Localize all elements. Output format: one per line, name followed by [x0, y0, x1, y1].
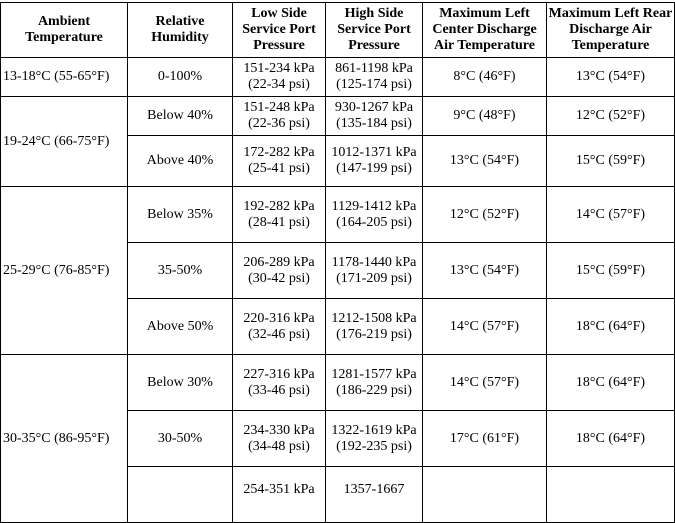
table-header-row: Ambient Temperature Relative Humidity Lo… — [0, 2, 675, 58]
ambient-cell: 25-29°C (76-85°F) — [0, 186, 128, 355]
header-ambient-temperature: Ambient Temperature — [0, 2, 128, 58]
table-row: 25-29°C (76-85°F) Below 35% 192-282 kPa … — [0, 186, 675, 355]
rear-temp-cell — [546, 466, 675, 523]
humidity-cell: 35-50% — [127, 242, 233, 299]
table-row: 19-24°C (66-75°F) Below 40% 151-248 kPa … — [0, 96, 675, 187]
high-pressure-cell: 1281-1577 kPa (186-229 psi) — [325, 354, 423, 411]
high-pressure-cell: 861-1198 kPa (125-174 psi) — [325, 57, 423, 97]
humidity-cell: Below 40% — [127, 96, 233, 136]
table-row: Above 40% 172-282 kPa (25-41 psi) 1012-1… — [1, 135, 675, 187]
high-pressure-cell: 1178-1440 kPa (171-209 psi) — [325, 242, 423, 299]
low-pressure-cell: 151-248 kPa (22-36 psi) — [232, 96, 326, 136]
rear-temp-cell: 13°C (54°F) — [546, 57, 675, 97]
ambient-cell: 19-24°C (66-75°F) — [0, 96, 128, 187]
low-pressure-cell: 254-351 kPa — [232, 466, 326, 523]
header-high-side-pressure: High Side Service Port Pressure — [325, 2, 423, 58]
humidity-cell: Above 40% — [127, 135, 233, 187]
low-pressure-cell: 206-289 kPa (30-42 psi) — [232, 242, 326, 299]
center-temp-cell: 17°C (61°F) — [422, 410, 547, 467]
center-temp-cell: 9°C (48°F) — [422, 96, 547, 136]
rear-temp-cell: 15°C (59°F) — [546, 135, 675, 187]
ambient-cell: 30-35°C (86-95°F) — [0, 354, 128, 523]
low-pressure-cell: 234-330 kPa (34-48 psi) — [232, 410, 326, 467]
rear-temp-cell: 18°C (64°F) — [546, 298, 675, 355]
ambient-cell: 13-18°C (55-65°F) — [0, 57, 128, 97]
humidity-cell: 30-50% — [127, 410, 233, 467]
high-pressure-cell: 1012-1371 kPa (147-199 psi) — [325, 135, 423, 187]
rear-temp-cell: 18°C (64°F) — [546, 410, 675, 467]
header-center-discharge-temp: Maximum Left Center Discharge Air Temper… — [422, 2, 547, 58]
rear-temp-cell: 12°C (52°F) — [546, 96, 675, 136]
humidity-cell — [127, 466, 233, 523]
center-temp-cell: 13°C (54°F) — [422, 135, 547, 187]
high-pressure-cell: 1322-1619 kPa (192-235 psi) — [325, 410, 423, 467]
center-temp-cell: 13°C (54°F) — [422, 242, 547, 299]
low-pressure-cell: 151-234 kPa (22-34 psi) — [232, 57, 326, 97]
high-pressure-cell: 1212-1508 kPa (176-219 psi) — [325, 298, 423, 355]
table-row: 30-50% 234-330 kPa (34-48 psi) 1322-1619… — [1, 410, 675, 467]
rear-temp-cell: 18°C (64°F) — [546, 354, 675, 411]
high-pressure-cell: 1357-1667 — [325, 466, 423, 523]
low-pressure-cell: 192-282 kPa (28-41 psi) — [232, 186, 326, 243]
high-pressure-cell: 1129-1412 kPa (164-205 psi) — [325, 186, 423, 243]
low-pressure-cell: 220-316 kPa (32-46 psi) — [232, 298, 326, 355]
header-low-side-pressure: Low Side Service Port Pressure — [232, 2, 326, 58]
center-temp-cell: 14°C (57°F) — [422, 298, 547, 355]
table-row: 35-50% 206-289 kPa (30-42 psi) 1178-1440… — [1, 242, 675, 299]
center-temp-cell: 8°C (46°F) — [422, 57, 547, 97]
low-pressure-cell: 172-282 kPa (25-41 psi) — [232, 135, 326, 187]
high-pressure-cell: 930-1267 kPa (135-184 psi) — [325, 96, 423, 136]
rear-temp-cell: 14°C (57°F) — [546, 186, 675, 243]
table-row: 13-18°C (55-65°F) 0-100% 151-234 kPa (22… — [0, 57, 675, 97]
rear-temp-cell: 15°C (59°F) — [546, 242, 675, 299]
header-relative-humidity: Relative Humidity — [127, 2, 233, 58]
humidity-cell: 0-100% — [127, 57, 233, 97]
table-row: 30-35°C (86-95°F) Below 30% 227-316 kPa … — [0, 354, 675, 523]
low-pressure-cell: 227-316 kPa (33-46 psi) — [232, 354, 326, 411]
humidity-cell: Above 50% — [127, 298, 233, 355]
center-temp-cell — [422, 466, 547, 523]
humidity-cell: Below 35% — [127, 186, 233, 243]
center-temp-cell: 12°C (52°F) — [422, 186, 547, 243]
header-rear-discharge-temp: Maximum Left Rear Discharge Air Temperat… — [546, 2, 675, 58]
center-temp-cell: 14°C (57°F) — [422, 354, 547, 411]
humidity-cell: Below 30% — [127, 354, 233, 411]
